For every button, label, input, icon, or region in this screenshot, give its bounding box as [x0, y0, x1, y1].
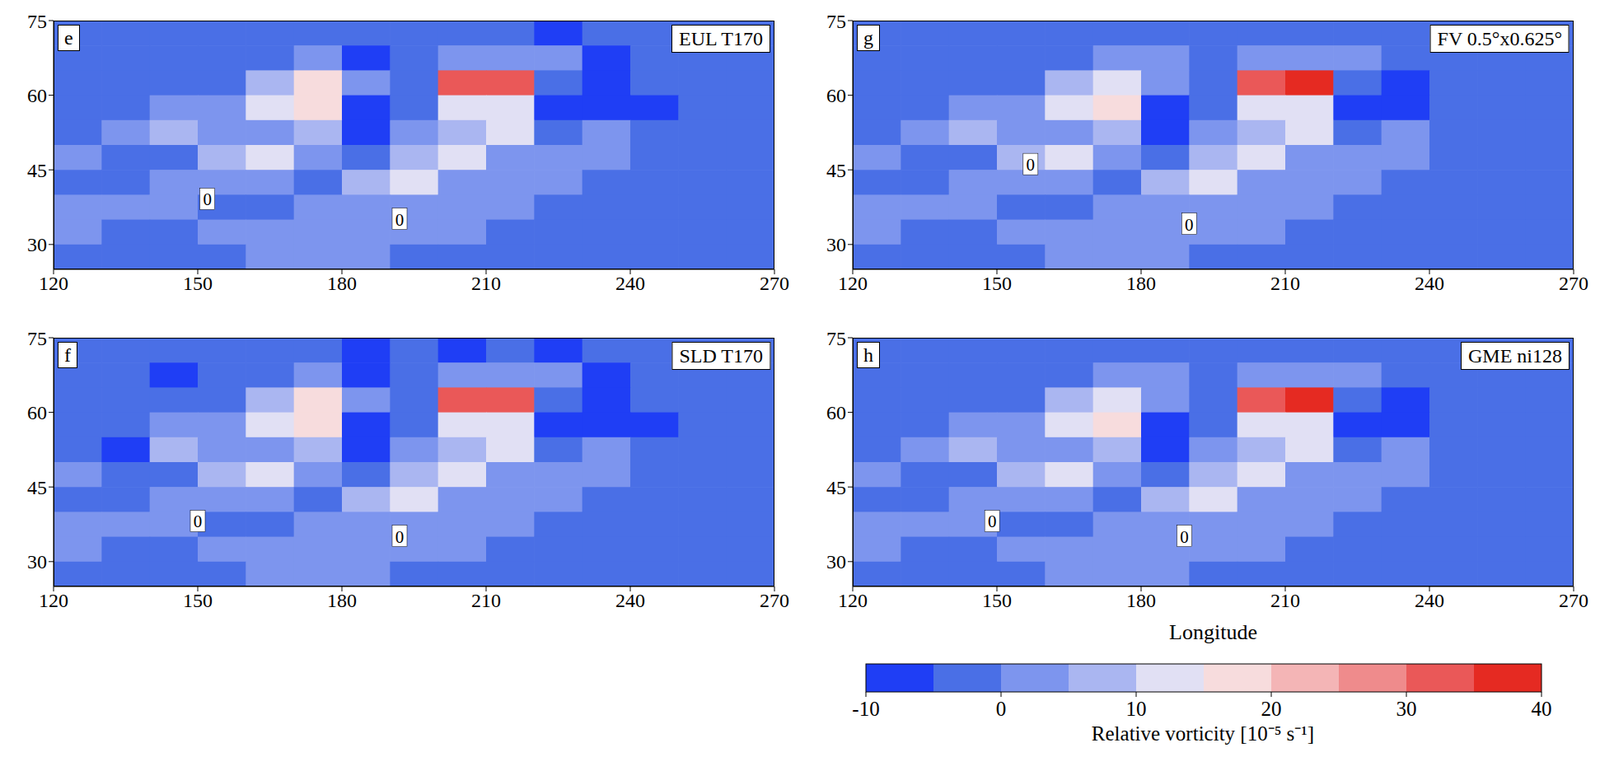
svg-text:180: 180 — [327, 589, 357, 612]
svg-text:60: 60 — [27, 84, 47, 107]
svg-text:210: 210 — [1270, 272, 1301, 295]
svg-text:210: 210 — [1270, 589, 1301, 612]
html-text:Relative vorticity [10⁻⁵ s⁻¹]: Relative vorticity [10⁻⁵ s⁻¹] — [1091, 722, 1315, 745]
svg-text:120: 120 — [837, 272, 868, 295]
svg-text:60: 60 — [826, 84, 847, 107]
html-text:40: 40 — [1531, 697, 1552, 721]
html-text:f: f — [64, 344, 71, 366]
svg-text:30: 30 — [826, 551, 847, 573]
svg-text:240: 240 — [615, 272, 646, 295]
svg-text:30: 30 — [826, 233, 847, 256]
html-text:e: e — [64, 27, 74, 49]
svg-text:150: 150 — [182, 589, 213, 612]
html-text:SLD T170: SLD T170 — [679, 345, 763, 367]
svg-text:0: 0 — [1184, 215, 1194, 235]
svg-text:180: 180 — [1126, 589, 1156, 612]
svg-text:75: 75 — [826, 10, 847, 33]
svg-text:120: 120 — [38, 589, 69, 612]
svg-text:45: 45 — [27, 159, 47, 182]
svg-text:75: 75 — [27, 10, 47, 33]
svg-text:0: 0 — [1179, 527, 1189, 548]
svg-text:270: 270 — [759, 589, 790, 612]
svg-text:270: 270 — [1558, 589, 1589, 612]
svg-text:240: 240 — [1414, 589, 1445, 612]
svg-text:150: 150 — [982, 589, 1012, 612]
svg-text:150: 150 — [982, 272, 1012, 295]
svg-text:270: 270 — [759, 272, 790, 295]
svg-text:120: 120 — [38, 272, 69, 295]
svg-text:0: 0 — [193, 511, 203, 532]
svg-text:180: 180 — [1126, 272, 1156, 295]
svg-text:30: 30 — [27, 551, 47, 573]
html-text:20: 20 — [1260, 697, 1282, 721]
svg-text:75: 75 — [826, 327, 847, 350]
svg-text:150: 150 — [182, 272, 213, 295]
svg-text:45: 45 — [826, 477, 847, 499]
svg-text:210: 210 — [471, 272, 501, 295]
svg-text:75: 75 — [27, 327, 47, 350]
html-text:0: 0 — [995, 697, 1007, 721]
svg-text:0: 0 — [202, 189, 212, 210]
svg-text:0: 0 — [395, 210, 405, 230]
html-text:g: g — [863, 27, 874, 49]
svg-text:210: 210 — [471, 589, 501, 612]
html-text:10: 10 — [1125, 697, 1147, 721]
svg-text:270: 270 — [1558, 272, 1589, 295]
svg-text:180: 180 — [327, 272, 357, 295]
html-text:-10: -10 — [852, 697, 880, 721]
svg-text:0: 0 — [1026, 154, 1036, 175]
html-text:30: 30 — [1396, 697, 1417, 721]
html-text:EUL T170: EUL T170 — [678, 28, 763, 50]
svg-text:240: 240 — [1414, 272, 1445, 295]
html-text:h: h — [863, 344, 874, 366]
svg-text:0: 0 — [987, 511, 997, 532]
svg-text:30: 30 — [27, 233, 47, 256]
svg-text:240: 240 — [615, 589, 646, 612]
html-text:GME ni128: GME ni128 — [1468, 345, 1563, 367]
html-text:FV 0.5°x0.625°: FV 0.5°x0.625° — [1437, 28, 1563, 50]
html-text:Longitude: Longitude — [1169, 620, 1258, 645]
svg-text:45: 45 — [826, 159, 847, 182]
svg-text:0: 0 — [395, 527, 405, 548]
svg-text:60: 60 — [826, 402, 847, 424]
svg-text:45: 45 — [27, 477, 47, 499]
svg-text:120: 120 — [837, 589, 868, 612]
svg-text:60: 60 — [27, 402, 47, 424]
